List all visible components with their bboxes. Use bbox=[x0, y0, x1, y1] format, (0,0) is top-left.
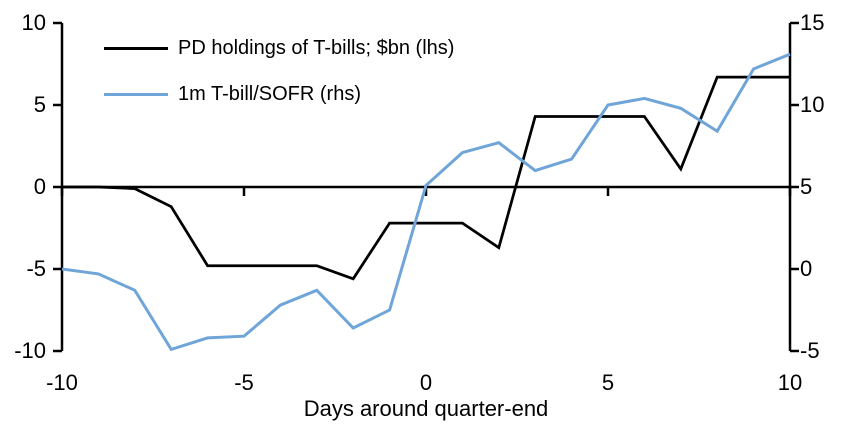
left-axis-tick-label: 10 bbox=[21, 10, 46, 35]
x-axis-tick-label: -10 bbox=[46, 370, 78, 395]
right-axis-tick-label: 10 bbox=[800, 92, 825, 117]
legend-item-pd-holdings: PD holdings of T-bills; $bn (lhs) bbox=[104, 36, 454, 60]
x-axis-tick-label: 10 bbox=[777, 370, 803, 395]
legend-item-tbill-sofr: 1m T-bill/SOFR (rhs) bbox=[104, 82, 361, 106]
x-axis-tick-label: 0 bbox=[419, 370, 433, 395]
right-axis-tick-label: 15 bbox=[800, 10, 825, 35]
legend-label-tbill-sofr: 1m T-bill/SOFR (rhs) bbox=[178, 83, 361, 105]
legend-line-swatch-black bbox=[104, 46, 168, 50]
right-axis-tick-label: -5 bbox=[800, 338, 820, 363]
left-axis-tick-label: -10 bbox=[14, 338, 46, 363]
legend-line-swatch-blue bbox=[104, 92, 168, 96]
right-axis-tick-label: 5 bbox=[800, 174, 813, 199]
series-line-tbill-sofr bbox=[61, 52, 791, 352]
x-axis-tick-label: 5 bbox=[601, 370, 615, 395]
left-axis-tick-label: -5 bbox=[26, 256, 46, 281]
right-axis-tick-label: 0 bbox=[800, 256, 813, 281]
x-axis-title: Days around quarter-end bbox=[303, 396, 549, 421]
series-line-pd-holdings bbox=[62, 75, 790, 281]
x-axis-tick-label: -5 bbox=[234, 370, 254, 395]
left-axis-tick-label: 5 bbox=[33, 92, 46, 117]
legend-label-pd-holdings: PD holdings of T-bills; $bn (lhs) bbox=[178, 37, 455, 59]
left-axis-tick-label: 0 bbox=[33, 174, 46, 199]
